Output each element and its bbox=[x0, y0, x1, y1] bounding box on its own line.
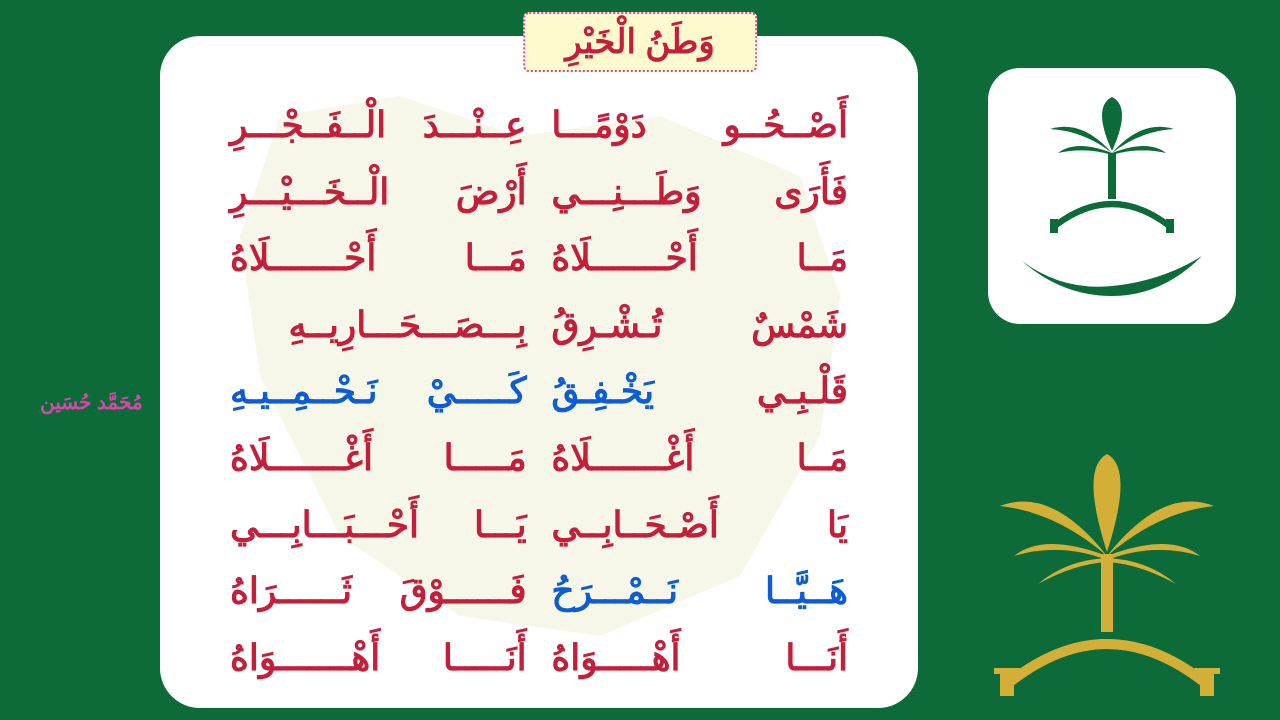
title-text: وَطَنُ الْخَيْرِ bbox=[565, 23, 715, 61]
verse-second: بِـــصَـــحَـــارِيــهِ bbox=[230, 292, 527, 359]
poem-line: فَأَرَى وَطَـــنِـــي أَرْضَ الْــخَـــي… bbox=[180, 159, 898, 226]
palm-swords-gold-icon bbox=[982, 446, 1232, 706]
verse-first: مَــا أَحْـــــــلَاهُ bbox=[551, 225, 848, 292]
verse-first: مَــا أَغْـــــــلَاهُ bbox=[551, 425, 848, 492]
poem-line: هَــيَّــا نَــمْـــرَحُ فَــــــوْقَ ثَ… bbox=[180, 558, 898, 625]
poem-line: مَــا أَحْـــــــلَاهُ مَـــا أَحْــــــ… bbox=[180, 225, 898, 292]
poem-line: مَــا أَغْـــــــلَاهُ مَـــــا أَغْــــ… bbox=[180, 425, 898, 492]
verse-second: يَـــا أَحْـــبَـــابِـــي bbox=[230, 492, 527, 559]
poem-card: أَصْــحُــو دَوْمًـــا عِــنْـــدَ الْــ… bbox=[160, 36, 918, 708]
verse-first: أَنَـــا أَهْـــــوَاهُ bbox=[551, 625, 848, 692]
verse-second: عِــنْـــدَ الْــفَــجْـــرِ bbox=[230, 92, 527, 159]
emblem-bottom bbox=[982, 446, 1232, 706]
poem-line: شَمْسٌ تُـشْـرِقُ بِـــصَـــحَـــارِيــه… bbox=[180, 292, 898, 359]
verse-first: فَأَرَى وَطَـــنِـــي bbox=[551, 159, 848, 226]
verse-second: أَنَـــــا أَهْـــــــوَاهُ bbox=[230, 625, 527, 692]
verse-second: مَـــــا أَغْـــــــلَاهُ bbox=[230, 425, 527, 492]
poem-line: قَلْـبِـي يَخْـفِـقُ كَـــــيْ نَـحْــمِ… bbox=[180, 358, 898, 425]
palm-swords-emblem-icon bbox=[1032, 91, 1192, 241]
verse-first: يَا أَصْـحَــابِــي bbox=[551, 492, 848, 559]
verse-first: شَمْسٌ تُـشْـرِقُ bbox=[551, 292, 848, 359]
verse-second: أَرْضَ الْــخَـــيْـــرِ bbox=[230, 159, 527, 226]
poem-line: يَا أَصْـحَــابِــي يَـــا أَحْـــبَـــا… bbox=[180, 492, 898, 559]
verse-second: مَـــا أَحْـــــــلَاهُ bbox=[230, 225, 527, 292]
verse-first: قَلْـبِـي يَخْـفِـقُ bbox=[551, 358, 848, 425]
verse-second: فَــــــوْقَ ثَــــــرَاهُ bbox=[230, 558, 527, 625]
poem-line: أَصْــحُــو دَوْمًـــا عِــنْـــدَ الْــ… bbox=[180, 92, 898, 159]
title-box: وَطَنُ الْخَيْرِ bbox=[523, 12, 757, 72]
emblem-card bbox=[988, 68, 1236, 324]
arabic-calligraphy-icon bbox=[1012, 241, 1212, 301]
poem-content: أَصْــحُــو دَوْمًـــا عِــنْـــدَ الْــ… bbox=[180, 92, 898, 691]
verse-first: هَــيَّــا نَــمْـــرَحُ bbox=[551, 558, 848, 625]
author-name: مُحَمَّد حُسَين bbox=[40, 390, 143, 415]
verse-first: أَصْــحُــو دَوْمًـــا bbox=[551, 92, 848, 159]
poem-line: أَنَـــا أَهْـــــوَاهُ أَنَـــــا أَهْـ… bbox=[180, 625, 898, 692]
verse-second: كَـــــيْ نَـحْــمِــيـهِ bbox=[230, 358, 527, 425]
